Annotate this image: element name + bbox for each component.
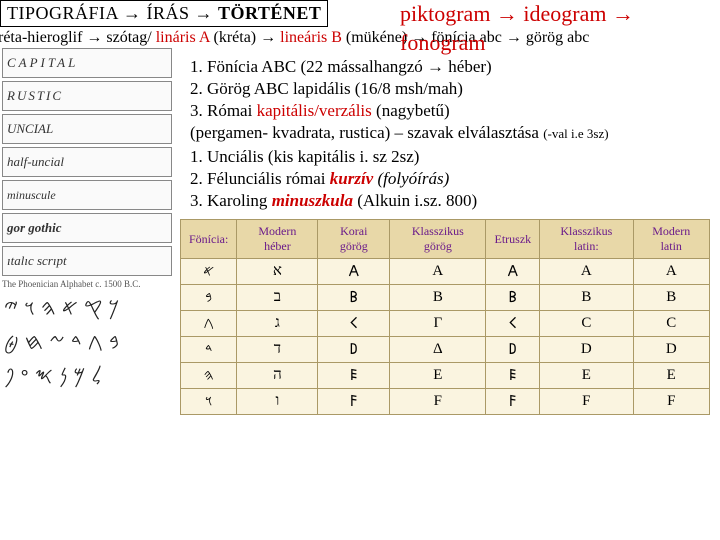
- table-cell: 𐤅: [181, 389, 237, 415]
- table-cell: ו: [237, 389, 318, 415]
- table-cell: 𐌄: [486, 363, 540, 389]
- table-cell: F: [540, 389, 633, 415]
- table-cell: 𐌂: [318, 311, 390, 337]
- table-row: 𐤅ו𐌅F𐌅FF: [181, 389, 710, 415]
- table-cell: F: [633, 389, 709, 415]
- glyph-row-2: 𐤋𐤌𐤍𐤎𐤏𐤐: [2, 359, 172, 393]
- table-cell: ה: [237, 363, 318, 389]
- table-header-1: Modern héber: [237, 220, 318, 259]
- table-header-4: Etruszk: [486, 220, 540, 259]
- pergamen-text: (pergamen- kvadrata, rustica) – szavak e…: [190, 123, 543, 142]
- table-cell: C: [633, 311, 709, 337]
- glyph-row-1: 𐤁𐤂𐤃𐤆𐤇𐤈: [2, 325, 172, 359]
- list1-item-0: 1. Fönícia ABC (22 mássalhangzó → héber): [180, 57, 710, 77]
- script-sample-3: half-uncial: [2, 147, 172, 177]
- pergamen-note: (-val i.e 3sz): [543, 126, 608, 141]
- phoenician-note: The Phoenician Alphabet c. 1500 B.C.: [2, 279, 172, 289]
- table-header-2: Korai görög: [318, 220, 390, 259]
- table-cell: 𐌂: [486, 311, 540, 337]
- table-row: 𐤃ד𐌃Δ𐌃DD: [181, 337, 710, 363]
- evo-part-0: kréta-hieroglif → szótag/: [0, 29, 156, 46]
- table-cell: F: [390, 389, 486, 415]
- table-cell: 𐤀: [181, 259, 237, 285]
- list1-item-1: 2. Görög ABC lapidális (16/8 msh/mah): [180, 79, 710, 99]
- main-content: 1. Fönícia ABC (22 mássalhangzó → héber)…: [180, 55, 710, 415]
- script-sample-0: CAPITAL: [2, 48, 172, 78]
- list2-item-1: 2. Félunciális római kurzív (folyóírás): [180, 169, 710, 189]
- table-cell: A: [540, 259, 633, 285]
- table-cell: D: [633, 337, 709, 363]
- table-header-3: Klasszikus görög: [390, 220, 486, 259]
- table-cell: 𐌃: [318, 337, 390, 363]
- evo-part-1: lináris A: [156, 29, 210, 46]
- table-header-5: Klasszikus latin:: [540, 220, 633, 259]
- title-p4: TÖRTÉNET: [218, 3, 321, 23]
- table-cell: C: [540, 311, 633, 337]
- subtitle: piktogram → ideogram → fonogram: [400, 0, 720, 57]
- table-cell: A: [633, 259, 709, 285]
- table-cell: E: [540, 363, 633, 389]
- table-cell: ב: [237, 285, 318, 311]
- table-cell: ד: [237, 337, 318, 363]
- table-row: 𐤂ג𐌂Γ𐌂CC: [181, 311, 710, 337]
- table-cell: Β: [390, 285, 486, 311]
- script-samples-column: CAPITALRUSTICUNCIALhalf-uncialminusculeg…: [2, 48, 172, 393]
- table-cell: E: [633, 363, 709, 389]
- title-p1: TIPOGRÁFIA →: [7, 3, 147, 23]
- table-cell: B: [540, 285, 633, 311]
- evo-part-2: (kréta) →: [210, 29, 281, 46]
- table-cell: 𐌁: [486, 285, 540, 311]
- table-cell: א: [237, 259, 318, 285]
- table-cell: ג: [237, 311, 318, 337]
- table-cell: 𐌄: [318, 363, 390, 389]
- list2-item-2: 3. Karoling minuszkula (Alkuin i.sz. 800…: [180, 191, 710, 211]
- evo-part-3: lineáris B: [280, 29, 342, 46]
- table-cell: 𐌅: [486, 389, 540, 415]
- table-cell: 𐌅: [318, 389, 390, 415]
- table-row: 𐤄ה𐌄Ε𐌄EE: [181, 363, 710, 389]
- table-cell: B: [633, 285, 709, 311]
- page-title-box: TIPOGRÁFIA → ÍRÁS → TÖRTÉNET: [0, 0, 328, 27]
- pergamen-line: (pergamen- kvadrata, rustica) – szavak e…: [180, 123, 710, 143]
- table-cell: 𐤂: [181, 311, 237, 337]
- table-header-0: Fönícia:: [181, 220, 237, 259]
- glyph-row-0: 𐤊𐤒𐤀𐤄𐤅𐤉: [2, 291, 172, 325]
- script-sample-5: gor gothic: [2, 213, 172, 243]
- script-sample-6: ıtalıc scrıpt: [2, 246, 172, 276]
- table-cell: Γ: [390, 311, 486, 337]
- table-cell: 𐤄: [181, 363, 237, 389]
- table-cell: 𐌁: [318, 285, 390, 311]
- table-cell: Ε: [390, 363, 486, 389]
- script-sample-2: UNCIAL: [2, 114, 172, 144]
- script-sample-4: minuscule: [2, 180, 172, 210]
- table-cell: 𐤃: [181, 337, 237, 363]
- table-cell: 𐤁: [181, 285, 237, 311]
- table-cell: Δ: [390, 337, 486, 363]
- title-p3: →: [190, 3, 219, 23]
- table-header-6: Modern latin: [633, 220, 709, 259]
- list2-item-0: 1. Unciális (kis kapitális i. sz 2sz): [180, 147, 710, 167]
- table-cell: 𐌀: [486, 259, 540, 285]
- title-p2: ÍRÁS: [147, 3, 190, 23]
- table-cell: 𐌀: [318, 259, 390, 285]
- table-row: 𐤀א𐌀Α𐌀AA: [181, 259, 710, 285]
- table-cell: D: [540, 337, 633, 363]
- list1-item-2: 3. Római kapitális/verzális (nagybetű): [180, 101, 710, 121]
- alphabet-table: Fönícia:Modern héberKorai görögKlassziku…: [180, 219, 710, 415]
- table-row: 𐤁ב𐌁Β𐌁BB: [181, 285, 710, 311]
- table-cell: 𐌃: [486, 337, 540, 363]
- script-sample-1: RUSTIC: [2, 81, 172, 111]
- table-cell: Α: [390, 259, 486, 285]
